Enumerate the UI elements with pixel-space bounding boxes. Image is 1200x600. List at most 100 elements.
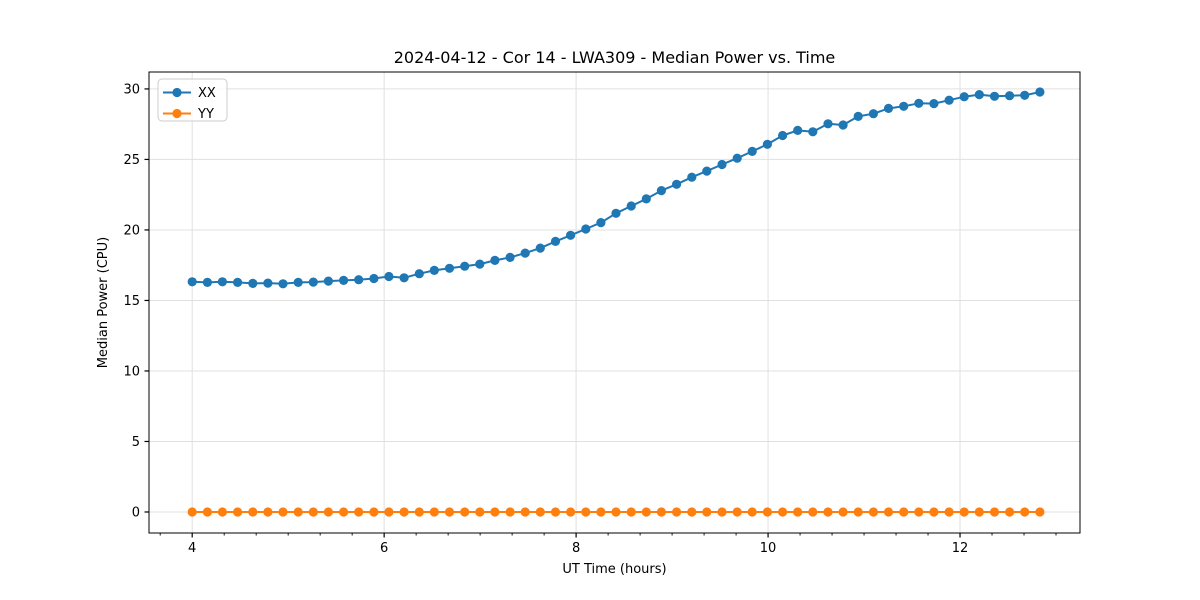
data-point (702, 166, 712, 176)
data-point (369, 507, 379, 517)
data-point (778, 130, 788, 141)
data-point (868, 507, 879, 517)
legend-box (157, 78, 228, 122)
data-point (384, 271, 394, 282)
x-tick-label: 12 (952, 541, 969, 556)
data-point (233, 277, 243, 287)
data-point (520, 507, 530, 517)
data-point (248, 278, 258, 288)
data-point (672, 179, 682, 189)
data-point (762, 139, 773, 149)
data-point (369, 273, 379, 284)
y-tick-label: 5 (132, 435, 140, 450)
data-point (823, 119, 833, 129)
data-point (399, 507, 409, 517)
data-point (233, 507, 243, 517)
y-tick-label: 20 (123, 223, 140, 238)
data-point (762, 507, 773, 517)
legend-label: XX (198, 86, 216, 101)
x-axis-label: UT Time (hours) (562, 562, 666, 577)
data-point (490, 255, 500, 265)
data-point (384, 507, 394, 517)
data-point (293, 507, 303, 517)
series-xx (187, 87, 1045, 289)
data-point (187, 507, 197, 517)
axes: 4 6 8 10 12 0 5 10 15 20 25 30 (123, 71, 1081, 556)
data-point (263, 507, 273, 517)
data-point (989, 91, 1000, 101)
data-point (687, 172, 697, 182)
data-point (914, 507, 924, 517)
data-point (641, 507, 651, 517)
data-point (444, 263, 455, 273)
data-point (672, 507, 682, 517)
y-tick-label: 10 (123, 364, 140, 379)
data-point (974, 507, 984, 517)
data-point (475, 507, 485, 517)
legend-item-yy: YY (163, 107, 214, 122)
data-point (717, 159, 727, 170)
data-point (354, 275, 364, 285)
data-point (656, 507, 667, 517)
data-point (323, 276, 333, 286)
data-point (1020, 90, 1030, 100)
data-point (823, 507, 833, 517)
x-tick-label: 8 (572, 541, 580, 556)
data-point (217, 507, 227, 517)
data-point (339, 275, 349, 285)
data-point (399, 273, 409, 283)
data-point (475, 259, 485, 269)
data-point (641, 194, 651, 204)
data-point (505, 507, 515, 517)
data-point (611, 208, 621, 218)
x-tick-label: 10 (760, 541, 777, 556)
grid-lines (149, 72, 1080, 533)
data-point (1035, 507, 1045, 517)
data-point (1005, 507, 1015, 517)
data-point (308, 277, 318, 287)
data-point (263, 278, 273, 288)
data-point (460, 261, 470, 271)
data-point (929, 507, 939, 517)
data-point (611, 507, 621, 517)
data-point (354, 507, 364, 517)
legend: XX YY (157, 78, 228, 122)
legend-marker (172, 108, 182, 119)
data-point (535, 243, 545, 253)
data-point (929, 99, 939, 109)
data-point (566, 507, 576, 517)
data-point (687, 507, 697, 517)
data-point (217, 277, 227, 287)
data-point (596, 507, 606, 517)
data-point (460, 507, 470, 517)
data-point (732, 153, 742, 163)
data-series (187, 87, 1045, 517)
y-tick-label: 0 (132, 505, 140, 520)
data-point (702, 507, 712, 517)
data-point (339, 507, 349, 517)
data-point (566, 230, 576, 240)
data-point (853, 507, 863, 517)
data-point (293, 277, 303, 287)
data-point (278, 507, 288, 517)
data-point (505, 252, 515, 262)
data-point (747, 146, 757, 156)
data-point (732, 507, 742, 517)
data-point (535, 507, 545, 517)
x-tick-label: 4 (188, 541, 196, 556)
data-point (1020, 507, 1030, 517)
data-point (278, 279, 288, 289)
data-point (187, 277, 197, 287)
data-point (778, 507, 788, 517)
series-yy (187, 507, 1045, 517)
data-point (202, 277, 212, 287)
data-point (989, 507, 1000, 517)
data-point (717, 507, 727, 517)
data-point (550, 507, 561, 517)
data-point (944, 507, 954, 517)
data-point (838, 507, 848, 517)
data-point (429, 265, 439, 275)
data-point (793, 507, 803, 517)
data-point (793, 125, 803, 135)
